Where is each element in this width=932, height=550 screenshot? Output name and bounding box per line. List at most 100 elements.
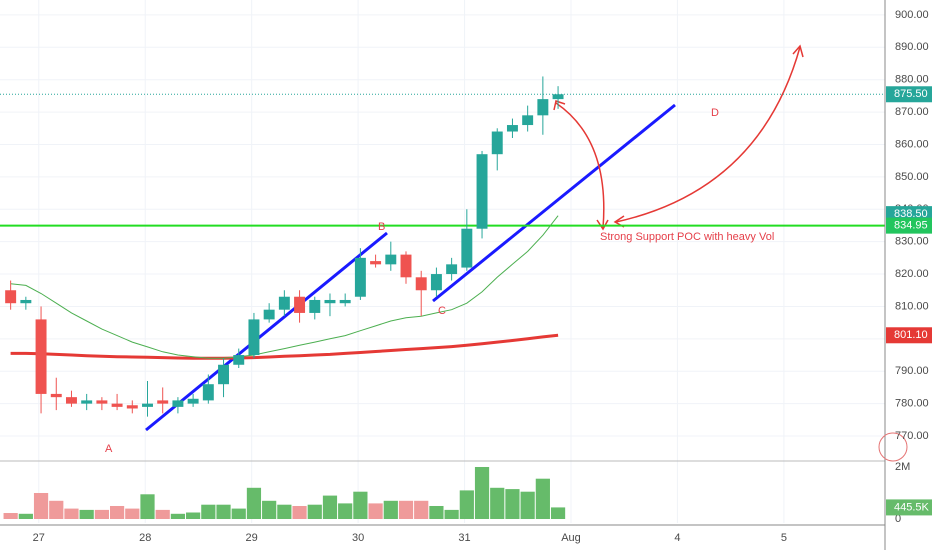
volume-bar <box>3 513 18 519</box>
arrow <box>555 102 605 229</box>
volume-bar <box>429 505 444 519</box>
candle-body <box>187 398 199 404</box>
candle-body <box>461 228 473 268</box>
candle-body <box>339 299 351 304</box>
volume-bar <box>414 500 429 519</box>
volume-bar <box>307 504 322 519</box>
volume-bar <box>550 507 566 519</box>
y-tick-label: 810.00 <box>895 300 929 312</box>
candle-body <box>537 99 549 116</box>
candle-body <box>430 274 442 291</box>
y-tick-label: 860.00 <box>895 138 929 150</box>
volume-tick-label: 0 <box>895 513 901 525</box>
y-tick-label: 830.00 <box>895 236 929 248</box>
price-label-bg <box>886 327 932 344</box>
annotation: B <box>378 221 385 233</box>
scroll-icon[interactable] <box>878 432 908 462</box>
y-tick-label: 780.00 <box>895 398 929 410</box>
volume-bar <box>186 512 201 519</box>
volume-bar <box>64 508 79 519</box>
y-tick-label: 870.00 <box>895 106 929 118</box>
volume-bar <box>79 509 94 519</box>
volume-bar <box>398 500 414 519</box>
candle-body <box>263 309 275 320</box>
candle-body <box>476 154 488 229</box>
price-label-bg <box>886 217 932 234</box>
volume-bar <box>535 478 550 519</box>
trend-line <box>432 103 676 303</box>
volume-bar <box>109 505 125 519</box>
candle-body <box>552 94 564 100</box>
annotation: C <box>438 305 446 317</box>
x-tick-label: 29 <box>246 532 258 544</box>
candle-body <box>400 254 412 278</box>
candle-body <box>172 400 184 407</box>
y-tick-label: 820.00 <box>895 268 929 280</box>
volume-bar <box>444 509 459 519</box>
trend-line <box>145 231 388 432</box>
x-tick-label: 31 <box>458 532 470 544</box>
candle-body <box>294 296 306 313</box>
volume-bar <box>353 491 368 519</box>
candle-body <box>65 397 77 404</box>
volume-bar <box>125 508 140 519</box>
candle-body <box>506 125 518 132</box>
arrow-head <box>553 100 609 231</box>
candle-body <box>111 403 123 407</box>
candle-body <box>35 319 47 394</box>
price-label: 875.50 <box>894 88 928 100</box>
volume-bar <box>322 495 338 519</box>
annotation: Strong Support POC with heavy Vol <box>600 231 774 243</box>
plot: A B C D Strong Support POC with heavy Vol <box>0 44 885 519</box>
candle-body <box>81 400 93 404</box>
volume-bar <box>383 500 398 519</box>
candle-body <box>126 405 138 409</box>
price-label-bg <box>886 86 932 103</box>
candle-body <box>354 257 366 297</box>
x-tick-label: Aug <box>561 532 581 544</box>
volume-bar <box>490 487 505 519</box>
volume-bar <box>520 491 535 519</box>
annotation: D <box>711 107 719 119</box>
volume-bar <box>140 494 155 519</box>
volume-bar <box>33 492 49 519</box>
volume-bar <box>18 513 33 519</box>
candle-body <box>5 290 17 304</box>
volume-bar <box>49 500 64 519</box>
y-tick-label: 790.00 <box>895 365 929 377</box>
volume-bar <box>368 503 383 519</box>
candle-body <box>370 261 382 265</box>
candle-body <box>20 299 32 304</box>
moving-average <box>10 215 559 359</box>
candle-body <box>522 115 534 126</box>
candle-body <box>202 384 214 401</box>
candle-body <box>309 299 321 313</box>
candle-body <box>491 131 503 155</box>
volume-bar <box>262 500 277 519</box>
price-label: 834.95 <box>894 220 928 232</box>
volume-bar <box>246 487 262 519</box>
candle-body <box>96 400 108 404</box>
candle-body <box>233 355 245 365</box>
volume-bar <box>94 509 109 519</box>
moving-average <box>10 333 559 360</box>
volume-bar <box>292 505 307 519</box>
volume-bar <box>505 489 520 519</box>
candle-body <box>157 400 169 404</box>
x-tick-label: 28 <box>139 532 151 544</box>
candle-body <box>415 277 427 291</box>
volume-bar <box>155 509 170 519</box>
volume-label: 445.5K <box>894 501 930 513</box>
price-label: 838.50 <box>894 208 928 220</box>
candle-body <box>385 254 397 265</box>
y-tick-label: 880.00 <box>895 74 929 86</box>
price-label: 801.10 <box>894 329 928 341</box>
candle-body <box>278 296 290 310</box>
x-tick-label: 30 <box>352 532 364 544</box>
x-tick-label: 5 <box>781 532 787 544</box>
candle-body <box>248 319 260 356</box>
candle-body <box>324 299 336 304</box>
arrow <box>615 46 801 223</box>
volume-bar <box>201 504 216 519</box>
